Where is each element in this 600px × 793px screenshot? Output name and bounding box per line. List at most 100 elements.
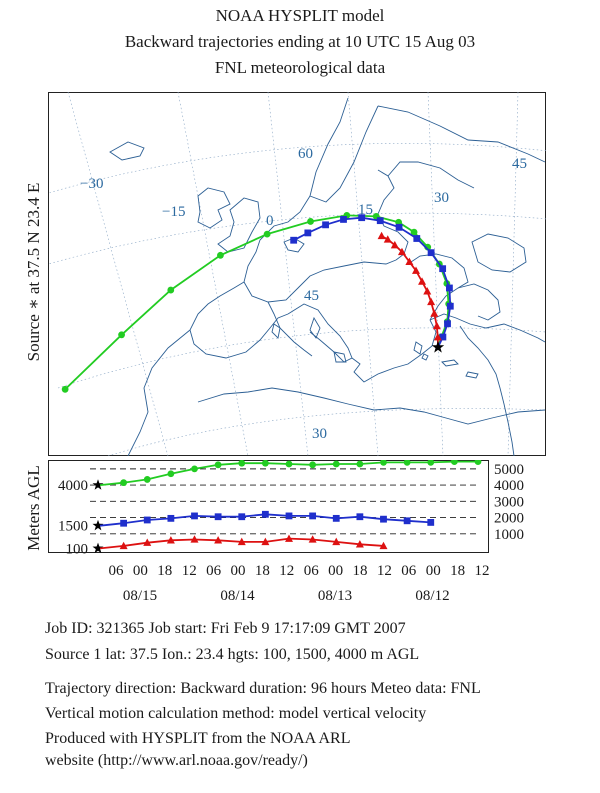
map-point-100m (430, 309, 439, 317)
altitude-point-1500m (214, 513, 222, 521)
time-tick: 06 (304, 563, 320, 579)
map-point-1500m (358, 214, 366, 222)
altitude-tick-3000: 3000 (494, 494, 524, 510)
map-point-4000m (118, 331, 125, 339)
time-axis: 06 00 18 12 06 00 18 12 06 00 18 12 06 00 18 12 08/15 08… (109, 563, 490, 604)
altitude-point-100m (190, 535, 199, 543)
produced-with-line: Produced with HYSPLIT from the NOAA ARL (45, 730, 351, 747)
altitude-point-100m (355, 540, 364, 548)
altitude-point-1500m (427, 519, 435, 526)
grid-label-lon-30: 30 (434, 190, 449, 206)
trajectory-tracks (61, 211, 454, 393)
start-star-icon (92, 542, 104, 554)
altitude-point-4000m (120, 479, 128, 487)
map-point-4000m (263, 230, 271, 238)
altitude-tick-5000: 5000 (494, 462, 524, 478)
altitude-point-1500m (167, 514, 175, 522)
altitude-tick-4000: 4000 (494, 478, 524, 494)
grid-label-lon-45: 45 (512, 156, 527, 172)
altitude-point-1500m (120, 519, 128, 527)
time-tick-labels: 06 00 18 12 06 00 18 12 06 00 18 12 06 00 18 12 (109, 563, 490, 579)
time-tick: 06 (206, 563, 222, 579)
altitude-point-1500m (309, 512, 317, 520)
time-tick: 18 (450, 563, 465, 579)
date-label: 08/14 (220, 588, 255, 604)
altitude-point-100m (379, 541, 388, 550)
time-tick: 18 (353, 563, 368, 579)
altitude-point-1500m (285, 512, 293, 520)
chart-subtitle: Backward trajectories ending at 10 UTC 1… (124, 32, 476, 51)
map-point-4000m (307, 218, 314, 225)
altitude-point-1500m (403, 517, 411, 525)
altitude-point-1500m (332, 514, 340, 522)
time-tick: 12 (377, 563, 392, 579)
altitude-gridlines (90, 468, 480, 535)
date-label: 08/12 (415, 588, 449, 604)
map-graticule (48, 92, 546, 456)
altitude-point-100m (214, 536, 223, 544)
altitude-point-4000m (261, 460, 269, 467)
altitude-point-4000m (309, 461, 317, 469)
altitude-axis-label: Meters AGL (24, 465, 43, 551)
altitude-point-4000m (167, 470, 175, 478)
source-info-line: Source 1 lat: 37.5 Ion.: 23.4 hgts: 100,… (45, 646, 420, 663)
grid-label-lon-0: 0 (266, 213, 274, 229)
map-point-100m (411, 266, 420, 274)
time-tick: 06 (401, 563, 417, 579)
source-location-label: Source ∗ at 37.5 N 23.4 E (24, 182, 43, 362)
map-point-1500m (340, 216, 347, 223)
grid-label-lat-30: 30 (312, 426, 327, 442)
start-star-icon (92, 479, 104, 490)
altitude-point-4000m (332, 460, 340, 468)
altitude-point-4000m (238, 460, 246, 467)
map-point-100m (383, 235, 392, 243)
start-height-label-100: 100 (66, 541, 89, 557)
grid-label-lon-15: 15 (358, 202, 373, 218)
map-point-1500m (427, 249, 435, 257)
map-point-100m (423, 287, 432, 295)
chart-data-source: FNL meteorological data (214, 58, 386, 77)
altitude-tracks (99, 460, 482, 550)
job-info-line: Job ID: 321365 Job start: Fri Feb 9 17:1… (45, 620, 406, 637)
time-tick: 00 (231, 563, 246, 579)
start-height-labels: 4000 1500 100 (58, 478, 104, 557)
start-height-label-1500: 1500 (58, 519, 88, 535)
map-point-4000m (61, 385, 69, 393)
map-point-1500m (322, 221, 329, 229)
grid-labels: −30 −15 0 15 30 45 60 45 30 (80, 146, 527, 442)
time-tick: 12 (475, 563, 490, 579)
altitude-point-100m (166, 536, 175, 544)
map-point-4000m (410, 228, 418, 236)
altitude-point-100m (285, 534, 293, 542)
time-tick: 18 (157, 563, 172, 579)
map-point-1500m (446, 302, 454, 310)
altitude-panel-border (48, 460, 489, 553)
date-labels: 08/15 08/14 08/13 08/12 (123, 588, 450, 604)
map-point-100m (418, 277, 427, 285)
start-star-icon (92, 519, 104, 531)
time-tick: 00 (133, 563, 148, 579)
map-point-100m (377, 231, 386, 240)
start-height-label-4000: 4000 (58, 478, 88, 494)
map-point-100m (427, 297, 436, 306)
altitude-point-4000m (427, 460, 435, 466)
time-tick: 00 (328, 563, 343, 579)
altitude-point-4000m (450, 460, 458, 465)
map-point-1500m (413, 235, 421, 242)
altitude-point-4000m (214, 461, 222, 469)
vertical-motion-line: Vertical motion calculation method: mode… (45, 705, 427, 722)
altitude-point-100m (308, 535, 317, 543)
time-tick: 00 (426, 563, 441, 579)
altitude-point-4000m (143, 476, 151, 483)
map-point-4000m (217, 251, 224, 259)
time-tick: 12 (182, 563, 197, 579)
grid-label-lon-m30: −30 (80, 176, 103, 192)
altitude-point-100m (143, 538, 152, 546)
map-border (48, 92, 546, 456)
altitude-point-100m (237, 537, 246, 546)
trajectory-direction-line: Trajectory direction: Backward duration:… (45, 680, 481, 697)
map-point-1500m (444, 320, 451, 328)
trajectory-map: −30 −15 0 15 30 45 60 45 30 (48, 92, 546, 456)
altitude-point-4000m (403, 460, 411, 466)
